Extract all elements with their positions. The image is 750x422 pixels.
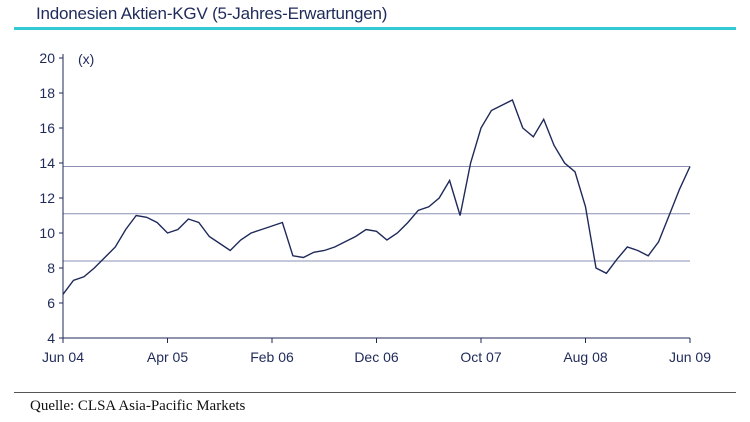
y-tick-label: 14 <box>39 155 55 171</box>
y-tick-label: 18 <box>39 85 55 101</box>
y-tick-label: 10 <box>39 225 55 241</box>
series-line <box>62 99 691 295</box>
title-underline <box>14 27 736 30</box>
y-tick-label: 6 <box>47 295 55 311</box>
x-tick-label: Dec 06 <box>354 349 399 365</box>
y-tick-label: 16 <box>39 120 55 136</box>
y-tick-label: 8 <box>47 260 55 276</box>
chart-title: Indonesien Aktien-KGV (5-Jahres-Erwartun… <box>36 4 388 23</box>
x-tick-label: Apr 05 <box>147 349 188 365</box>
y-tick-label: 4 <box>47 330 55 346</box>
x-tick-label: Aug 08 <box>563 349 608 365</box>
x-tick-label: Oct 07 <box>460 349 501 365</box>
source-divider <box>14 392 736 393</box>
x-tick-label: Jun 04 <box>42 349 84 365</box>
x-tick-label: Jun 09 <box>669 349 711 365</box>
unit-label: (x) <box>78 51 94 67</box>
y-tick-label: 20 <box>39 50 55 66</box>
x-tick-label: Feb 06 <box>250 349 294 365</box>
source-note: Quelle: CLSA Asia-Pacific Markets <box>30 398 246 414</box>
y-tick-label: 12 <box>39 190 55 206</box>
